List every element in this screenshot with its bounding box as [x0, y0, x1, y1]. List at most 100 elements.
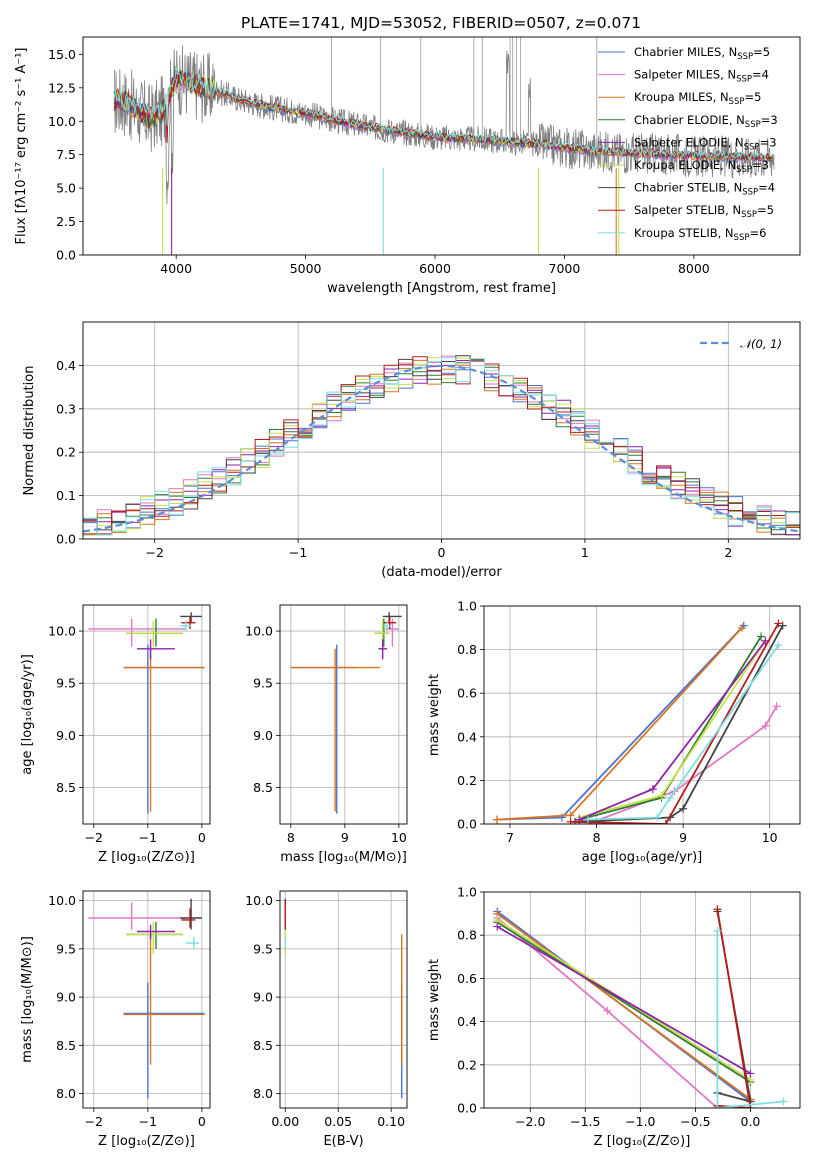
legend-entry: Salpeter STELIB, NSSP=5	[634, 203, 774, 220]
weight-lines	[493, 905, 788, 1108]
legend-entry: Salpeter MILES, NSSP=4	[634, 68, 769, 85]
x-tick-label: 2	[724, 545, 732, 560]
weight-lines	[492, 619, 787, 824]
x-tick-label: 8	[593, 830, 601, 845]
y-axis-label: mass weight	[427, 674, 442, 756]
weight-point-marker	[493, 922, 502, 931]
legend-entry: Chabrier MILES, NSSP=5	[634, 45, 770, 62]
y-tick-label: 9.0	[253, 728, 273, 743]
weight-series-line	[716, 930, 784, 1108]
y-tick-label: 9.5	[253, 676, 273, 691]
legend-entry: Kroupa MILES, NSSP=5	[634, 90, 761, 107]
y-tick-label: 0.4	[457, 1014, 477, 1029]
weight-point-marker	[779, 1097, 788, 1106]
weight-point-marker	[713, 1104, 722, 1108]
y-tick-label: 0.0	[457, 1101, 477, 1116]
y-tick-label: 8.5	[253, 1038, 273, 1053]
x-tick-label: 7000	[549, 261, 581, 276]
x-tick-label: −1	[289, 545, 307, 560]
y-axis-label: mass weight	[427, 959, 442, 1041]
x-tick-label: 9	[679, 830, 687, 845]
y-tick-label: 8.0	[56, 1086, 76, 1101]
normal-distribution-curve	[83, 364, 800, 533]
y-tick-label: 8.5	[253, 780, 273, 795]
weight-vs-metallicity-panel: −2.0 −1.5 −1.0 −0.5 0.0 0.0 0.2 0.4 0.6 0.8 1.0 Z […	[427, 885, 801, 1149]
x-tick-label: 1	[581, 545, 589, 560]
y-tick-label: 15.0	[48, 47, 76, 62]
y-tick-label: 8.5	[56, 1038, 76, 1053]
y-tick-label: 0.4	[56, 358, 76, 373]
spectrum-lines	[113, 37, 775, 255]
x-tick-label: −1.0	[625, 1114, 655, 1129]
error-bars	[88, 898, 205, 1099]
legend-entry: Kroupa ELODIE, NSSP=3	[634, 158, 769, 175]
x-axis-label: Z [log₁₀(Z/Z⊙)]	[98, 1134, 195, 1149]
x-tick-label: −2	[85, 830, 103, 845]
x-tick-label: 0	[198, 830, 206, 845]
x-tick-label: 0	[198, 1114, 206, 1129]
weight-point-marker	[603, 1006, 612, 1015]
y-tick-label: 9.5	[56, 941, 76, 956]
weight-series-line	[496, 921, 751, 1083]
weight-series-line	[496, 912, 752, 1101]
weight-point-marker	[772, 702, 781, 711]
weight-point-marker	[774, 641, 783, 650]
weight-point-marker	[737, 623, 746, 632]
x-tick-label: 7	[506, 830, 514, 845]
y-tick-label: 10.0	[48, 893, 76, 908]
y-tick-label: 9.5	[56, 676, 76, 691]
weight-point-marker	[583, 815, 592, 824]
y-tick-label: 0.2	[56, 445, 76, 460]
x-tick-label: 4000	[160, 261, 192, 276]
y-tick-label: 0.1	[56, 488, 76, 503]
x-axis-label: Z [log₁₀(Z/Z⊙)]	[98, 850, 195, 865]
plot-frame	[82, 36, 801, 256]
y-axis-label: age [log₁₀(age/yr)]	[20, 654, 35, 775]
y-tick-label: 8.0	[253, 1086, 273, 1101]
model-spectrum	[113, 66, 775, 160]
y-tick-label: 10.0	[245, 624, 273, 639]
y-tick-label: 1.0	[457, 599, 477, 614]
error-bars	[284, 898, 403, 1099]
x-tick-label: 0.0	[741, 1114, 761, 1129]
plot-frame	[279, 604, 408, 825]
legend-entry: Kroupa STELIB, NSSP=6	[634, 226, 766, 243]
y-tick-label: 10.0	[245, 893, 273, 908]
x-tick-label: 8000	[678, 261, 710, 276]
x-tick-label: −2.0	[515, 1114, 545, 1129]
x-tick-label: 6000	[419, 261, 451, 276]
y-axis-label: mass [log₁₀(M/M⊙)]	[20, 936, 35, 1063]
y-tick-label: 0.3	[56, 401, 76, 416]
x-tick-label: 5000	[290, 261, 322, 276]
y-tick-label: 0.0	[56, 248, 76, 263]
weight-point-marker	[713, 905, 722, 914]
weight-vs-age-panel: 7 8 9 10 0.0 0.2 0.4 0.6 0.8 1.0 age [log₁₀(age/yr…	[427, 599, 801, 865]
plot-frame	[82, 321, 801, 540]
x-tick-label: 10	[391, 830, 407, 845]
weight-point-marker	[679, 804, 688, 813]
weight-point-marker	[713, 926, 722, 935]
y-tick-label: 0.6	[457, 971, 477, 986]
weight-point-marker	[661, 820, 670, 824]
weight-series-line	[587, 644, 780, 821]
plot-frame	[483, 891, 801, 1109]
weight-series-line	[496, 925, 751, 1075]
x-tick-label: −2	[85, 1114, 103, 1129]
weight-point-marker	[557, 813, 566, 822]
legend-entry: Chabrier STELIB, NSSP=4	[634, 181, 775, 198]
y-tick-label: 10.0	[48, 624, 76, 639]
weight-point-marker	[492, 815, 501, 824]
plot-frame	[82, 890, 211, 1109]
x-tick-label: 0	[438, 545, 446, 560]
residual-histogram-series	[83, 357, 800, 536]
legend-entry: Salpeter ELODIE, NSSP=3	[634, 135, 777, 152]
mass-vs-metallicity-panel: −2 −1 0 8.0 8.5 9.0 9.5 10.0 Z [log₁₀(Z/Z⊙)] mass…	[20, 890, 211, 1149]
weight-point-marker	[761, 721, 770, 730]
plot-frame	[82, 604, 211, 825]
weight-series-line	[587, 705, 778, 824]
weight-series-line	[574, 625, 784, 823]
weight-series-line	[496, 624, 745, 821]
weight-point-marker	[653, 813, 662, 822]
plot-frame	[279, 890, 408, 1109]
